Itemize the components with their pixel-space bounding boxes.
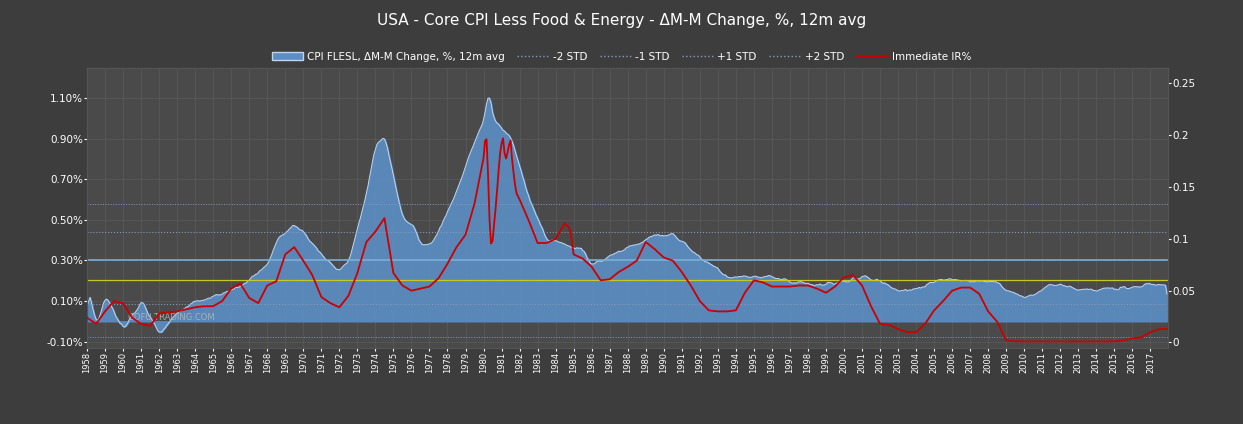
Text: USA - Core CPI Less Food & Energy - ΔM-M Change, %, 12m avg: USA - Core CPI Less Food & Energy - ΔM-M…: [377, 13, 866, 28]
Legend: CPI FLESL, ΔM-M Change, %, 12m avg, -2 STD, -1 STD, +1 STD, +2 STD, Immediate IR: CPI FLESL, ΔM-M Change, %, 12m avg, -2 S…: [267, 47, 976, 66]
Text: COFU TRADING.COM: COFU TRADING.COM: [128, 312, 215, 322]
